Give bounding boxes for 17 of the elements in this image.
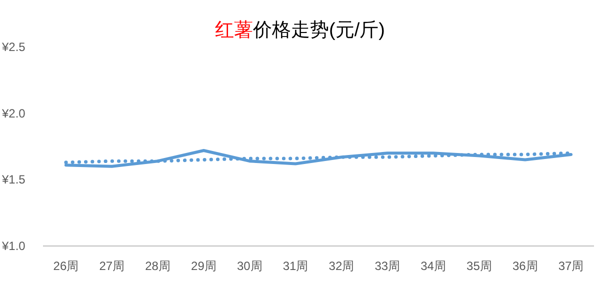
- chart-title: 红薯价格走势(元/斤): [215, 20, 385, 41]
- x-tick-label: 36周: [512, 259, 538, 273]
- x-tick-label: 29周: [191, 259, 216, 273]
- x-tick-label: 37周: [558, 259, 584, 273]
- x-tick-label: 32周: [328, 259, 354, 273]
- x-tick-label: 27周: [99, 259, 125, 273]
- x-tick-label: 26周: [53, 259, 79, 273]
- x-tick-label: 34周: [420, 259, 446, 273]
- x-tick-label: 30周: [236, 259, 262, 273]
- x-tick-label: 28周: [145, 259, 170, 273]
- y-tick-label: ¥2.5: [1, 40, 26, 54]
- x-tick-label: 35周: [466, 259, 492, 273]
- x-tick-label: 33周: [374, 259, 400, 273]
- y-tick-label: ¥1.5: [1, 172, 26, 187]
- x-tick-label: 31周: [282, 259, 308, 273]
- y-tick-label: ¥1.0: [1, 239, 26, 253]
- y-tick-label: ¥2.0: [1, 106, 26, 120]
